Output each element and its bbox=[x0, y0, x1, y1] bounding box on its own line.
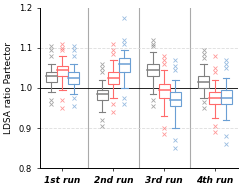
FancyBboxPatch shape bbox=[170, 92, 181, 106]
FancyBboxPatch shape bbox=[46, 72, 57, 82]
FancyBboxPatch shape bbox=[220, 90, 232, 104]
FancyBboxPatch shape bbox=[147, 64, 159, 76]
FancyBboxPatch shape bbox=[57, 66, 68, 76]
FancyBboxPatch shape bbox=[97, 90, 108, 100]
FancyBboxPatch shape bbox=[198, 76, 209, 88]
FancyBboxPatch shape bbox=[119, 58, 130, 72]
FancyBboxPatch shape bbox=[68, 72, 79, 84]
FancyBboxPatch shape bbox=[159, 84, 170, 98]
Y-axis label: LDSA ratio Partector: LDSA ratio Partector bbox=[4, 42, 13, 134]
FancyBboxPatch shape bbox=[209, 92, 220, 104]
FancyBboxPatch shape bbox=[108, 72, 119, 84]
